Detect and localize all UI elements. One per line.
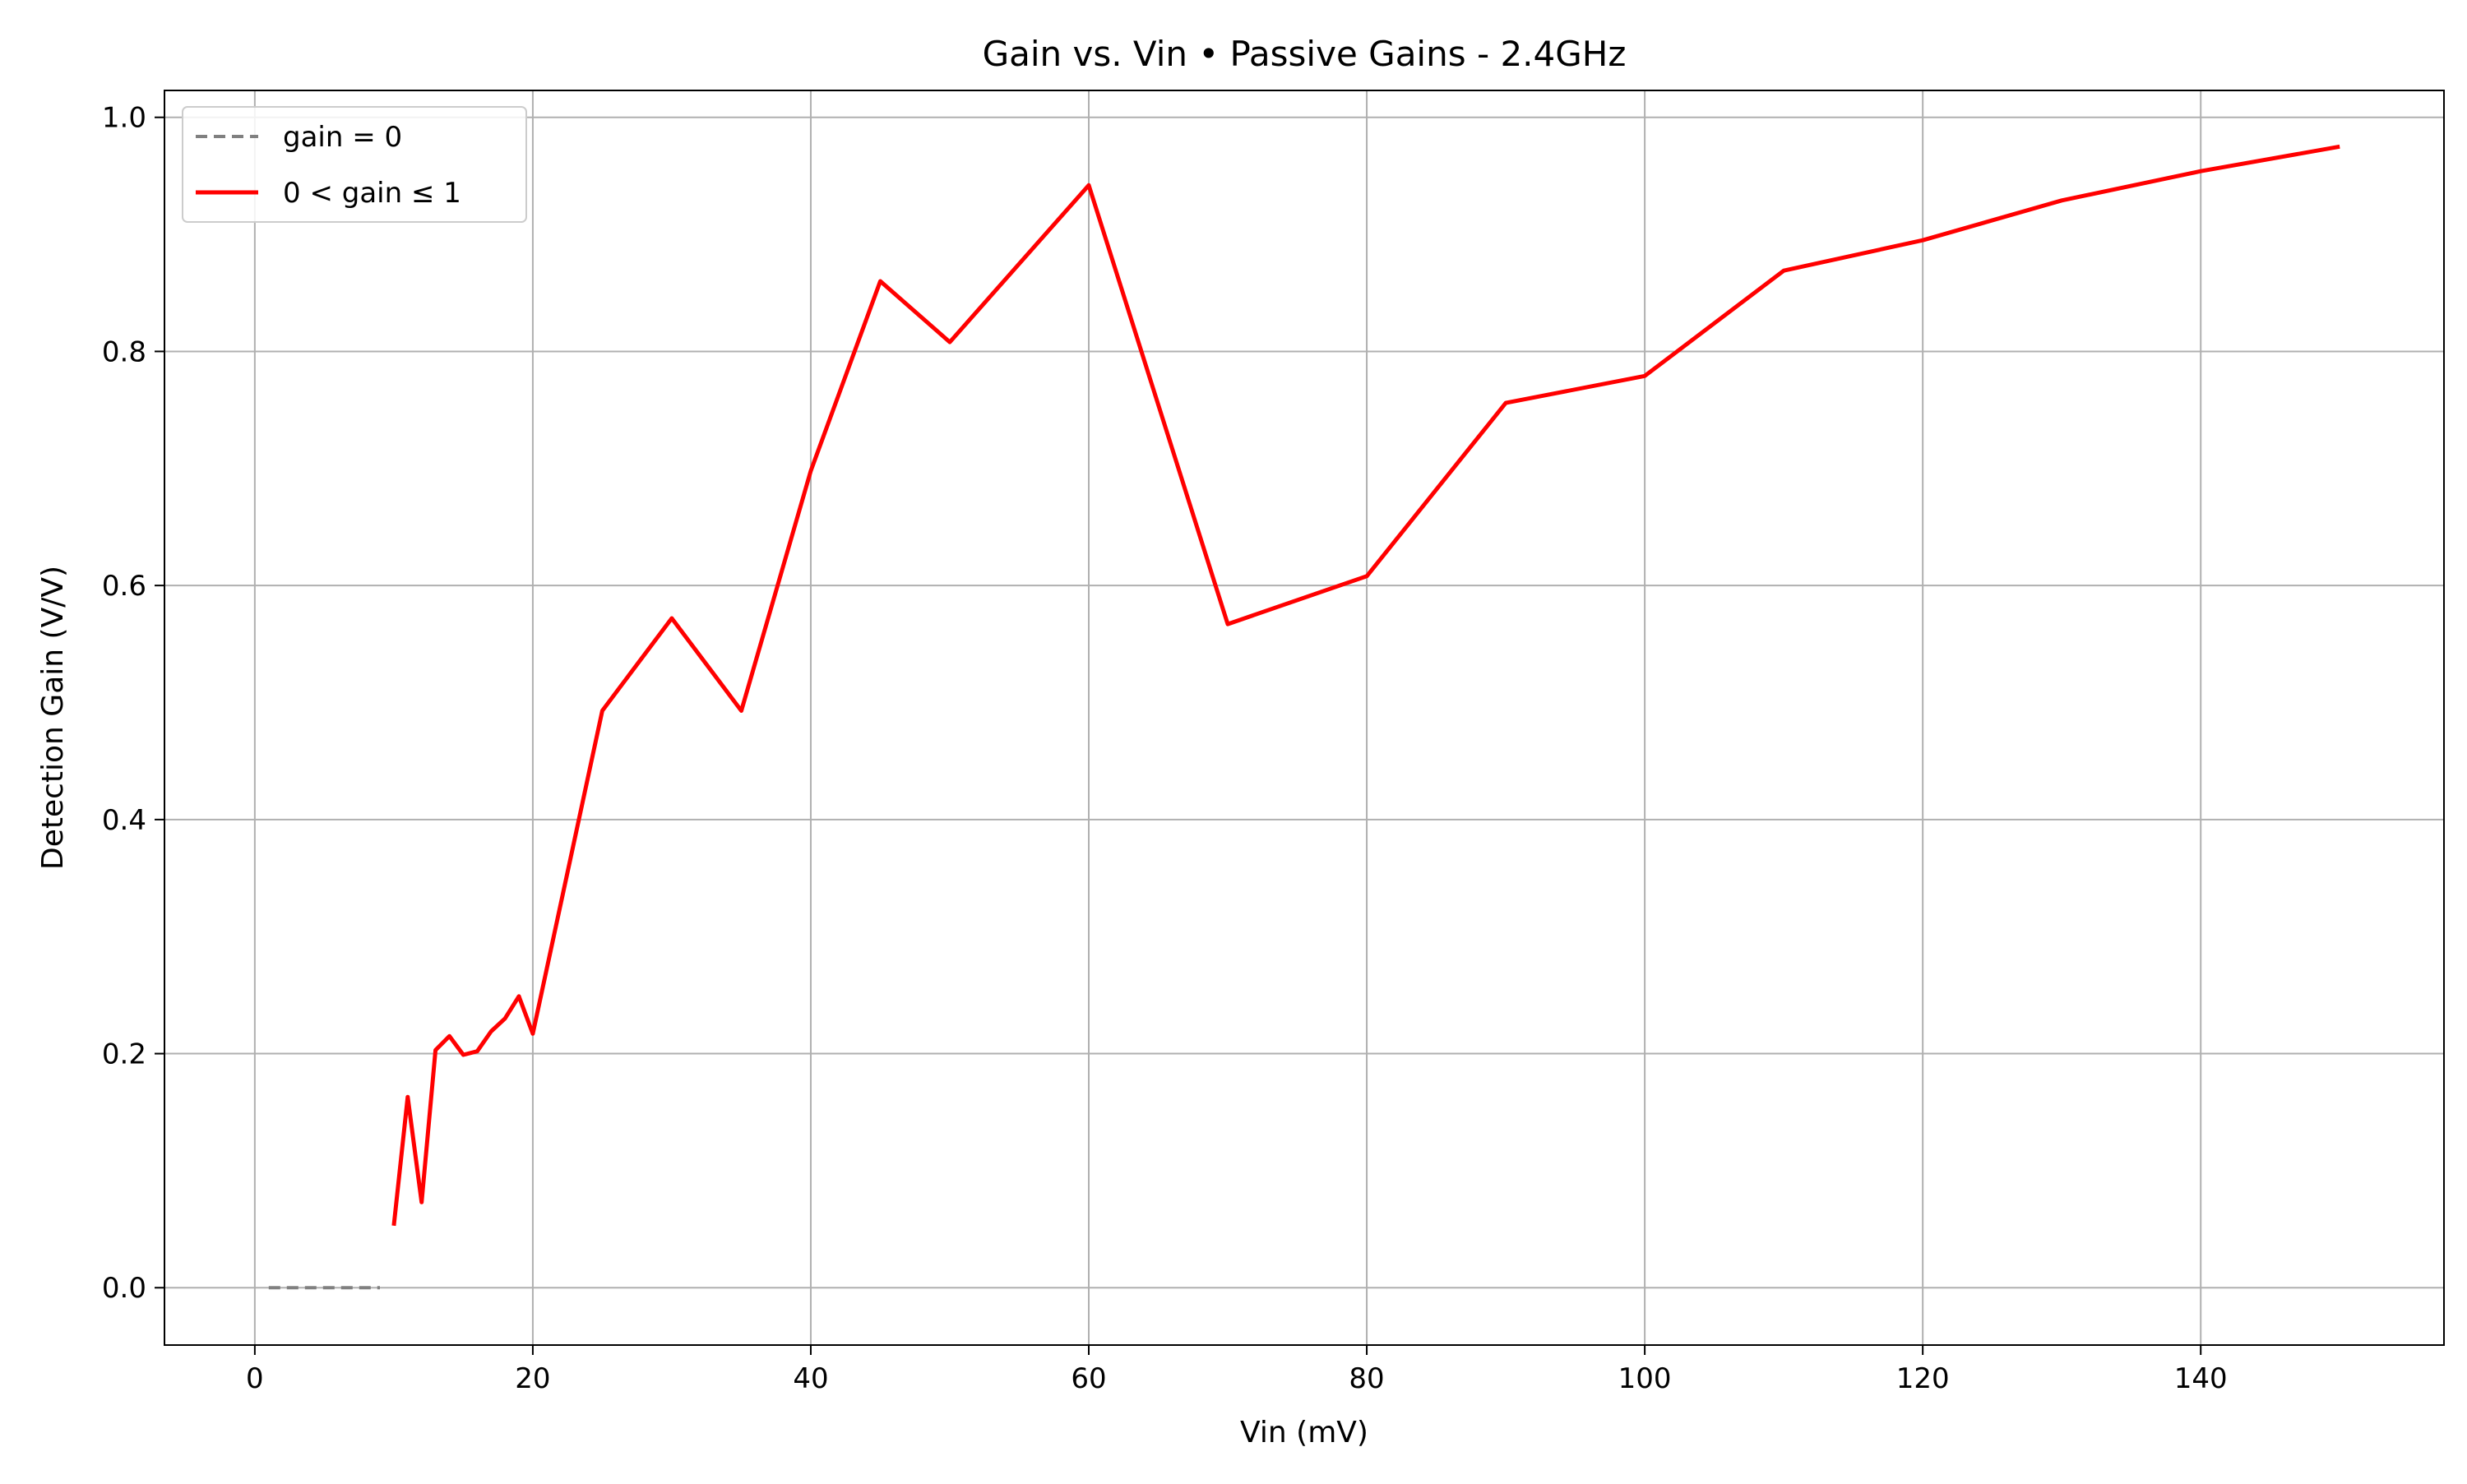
chart-title: Gain vs. Vin • Passive Gains - 2.4GHz [983, 34, 1627, 74]
y-tick-label: 0.4 [102, 804, 146, 837]
axis-ticks: 0 20 40 60 80 100 120 140 0.0 0.2 0.4 0.6 0.8 1.0 [102, 102, 2228, 1395]
x-tick-label: 140 [2174, 1362, 2228, 1395]
plot-frame [164, 90, 2445, 1346]
y-tick-label: 0.2 [102, 1038, 146, 1071]
legend-label-1: 0 < gain ≤ 1 [283, 177, 461, 210]
y-tick-label: 0.6 [102, 570, 146, 603]
x-axis-label: Vin (mV) [1240, 1416, 1368, 1449]
x-tick-label: 100 [1618, 1362, 1672, 1395]
x-tick-label: 120 [1896, 1362, 1950, 1395]
legend-label-0: gain = 0 [283, 121, 402, 154]
x-tick-label: 60 [1071, 1362, 1106, 1395]
y-tick-label: 0.0 [102, 1272, 146, 1305]
legend: gain = 0 0 < gain ≤ 1 [182, 106, 527, 223]
y-tick-label: 0.8 [102, 335, 146, 368]
y-tick-label: 1.0 [102, 102, 146, 135]
legend-box [182, 106, 527, 223]
x-tick-label: 80 [1349, 1362, 1384, 1395]
y-axis-label: Detection Gain (V/V) [36, 566, 70, 870]
grid [164, 90, 2444, 1345]
x-tick-label: 0 [246, 1362, 264, 1395]
x-tick-label: 40 [793, 1362, 828, 1395]
x-tick-label: 20 [515, 1362, 550, 1395]
series-lines [268, 144, 2340, 1290]
series-line-1 [391, 144, 2340, 1227]
